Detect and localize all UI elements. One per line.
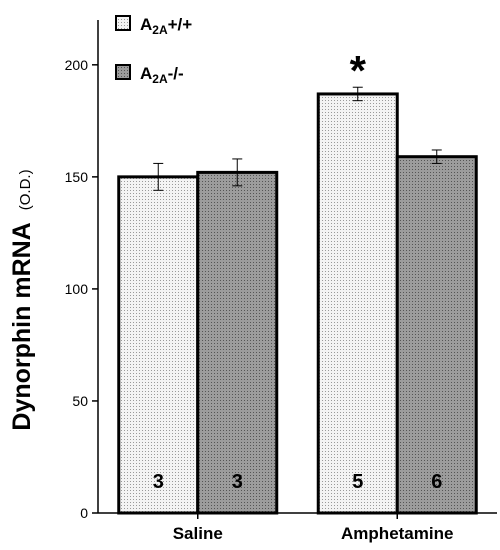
y-axis-label-unit: (O.D.) [17,169,34,210]
y-tick-label: 150 [65,169,89,185]
bar-n-label: 3 [153,471,164,493]
legend-label-wild-type: A2A+/+ [140,15,192,37]
y-tick-label: 200 [65,57,89,73]
bars: 3 3 5 6 * [117,47,478,515]
error-bar [352,86,363,102]
bar [316,92,399,515]
bar [196,170,279,515]
bar [117,175,200,515]
error-bar [431,149,442,164]
y-tick-label: 50 [72,393,88,409]
significance-star: * [350,47,367,94]
legend: A2A+/+ A2A-/- [115,15,192,86]
legend-swatch-knockout [115,64,131,80]
y-axis-label: Dynorphin mRNA (O.D.) [8,169,36,430]
y-axis-label-main: Dynorphin mRNA [8,222,36,430]
legend-item-knockout: A2A-/- [115,64,184,86]
legend-swatch-wild-type [115,15,131,31]
y-axis: 0 50 100 150 200 [65,20,99,521]
error-bar [153,162,164,191]
x-tick-label: Amphetamine [341,524,453,543]
bar-n-label: 3 [232,471,243,493]
legend-label-knockout: A2A-/- [140,64,184,86]
legend-item-wild-type: A2A+/+ [115,15,192,37]
bar [395,155,478,515]
error-bar [232,158,243,187]
y-tick-label: 100 [65,281,89,297]
bar-n-label: 5 [352,471,363,493]
x-axis: Saline Amphetamine [98,512,497,543]
x-tick-label: Saline [173,524,223,543]
bar-n-label: 6 [431,471,442,493]
y-tick-label: 0 [80,505,88,521]
